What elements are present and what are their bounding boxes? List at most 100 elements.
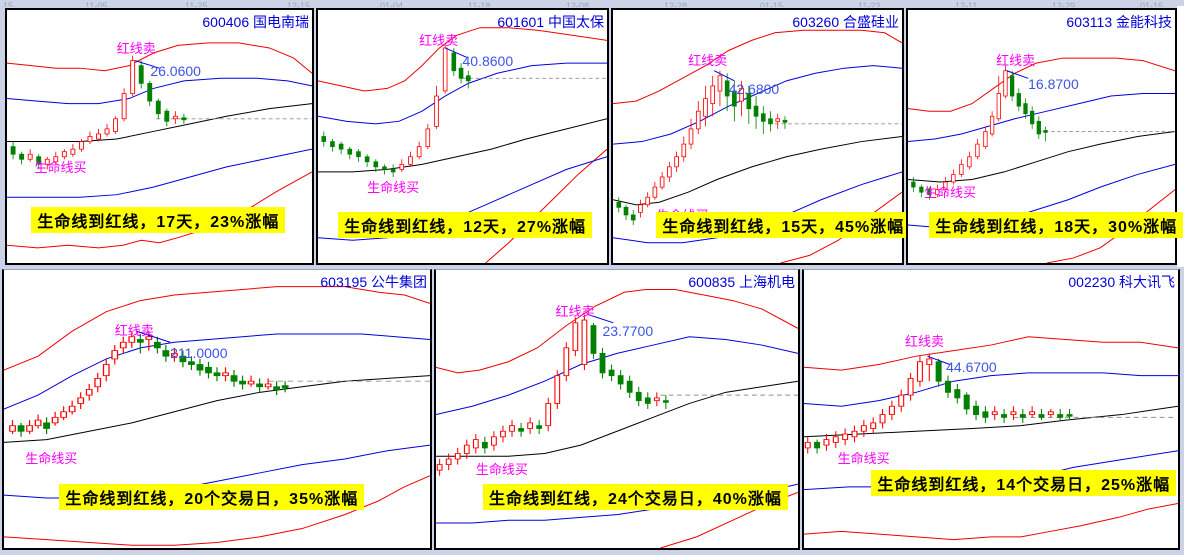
candle-body	[590, 325, 597, 354]
candle-body	[147, 82, 153, 102]
upper-red-band-line	[4, 287, 430, 370]
date-tick-fragment: 12-28	[664, 1, 688, 7]
candle-body	[667, 166, 672, 178]
candle-body	[264, 383, 272, 388]
candle-body	[364, 156, 370, 163]
upper-red-band-line	[908, 58, 1175, 111]
candle-body	[983, 131, 988, 147]
candle-body	[616, 201, 622, 208]
upper-red-band-line	[804, 337, 1178, 370]
mid-black-band-line	[318, 119, 607, 172]
lower-red-band-line	[781, 192, 902, 263]
summary-banner: 生命线到红线，14个交易日，25%涨幅	[871, 470, 1177, 497]
lower-blue-band-line	[7, 149, 312, 197]
candle-body	[51, 416, 59, 424]
price-label: 40.8600	[462, 53, 514, 69]
candle-body	[823, 439, 830, 446]
summary-banner: 生命线到红线，24个交易日，40%涨幅	[483, 484, 788, 511]
candle-body	[959, 163, 964, 175]
right-gutter	[1177, 6, 1184, 267]
candle-body	[888, 405, 895, 415]
candle-body	[454, 453, 461, 460]
stock-panel-002230: 002230 科大讯飞 红线卖 44.6700 生命线买 生命线到红线，14个交易日，2…	[802, 269, 1180, 550]
candle-body	[442, 47, 448, 92]
candle-body	[205, 366, 212, 374]
summary-banner: 生命线到红线，12天，27%涨幅	[338, 212, 593, 239]
candle-body	[973, 405, 980, 415]
sell-marker-line	[135, 61, 159, 69]
candle-body	[989, 115, 995, 135]
candle-body	[635, 391, 642, 402]
candle-body	[1036, 120, 1041, 135]
date-tick-fragment: 11-05	[85, 1, 108, 7]
stock-panel-600835: 600835 上海机电 红线卖 23.7700 生命线买 生命线到红线，24个交易日，4…	[434, 269, 800, 550]
candle-body	[416, 146, 422, 158]
candle-body	[34, 419, 42, 427]
candle-body	[61, 151, 67, 158]
summary-banner: 生命线到红线，20个交易日，35%涨幅	[59, 484, 365, 511]
mid-black-band-line	[804, 406, 1178, 437]
candle-body	[53, 156, 59, 163]
candle-body	[247, 380, 255, 385]
candle-body	[164, 110, 170, 122]
upper-blue-band-line	[613, 66, 902, 144]
lower-red-band-line	[1047, 190, 1175, 263]
candle-body	[68, 405, 76, 413]
candle-body	[688, 128, 694, 145]
candle-body	[898, 394, 905, 407]
candle-body	[842, 433, 849, 440]
stock-title: 601601 中国太保	[497, 14, 604, 30]
candle-body	[645, 196, 650, 206]
candle-body	[1019, 414, 1026, 418]
candle-body	[653, 397, 660, 402]
candle-body	[273, 386, 281, 390]
upper-red-band-line	[436, 289, 798, 372]
stock-title: 603260 合盛硅业	[792, 14, 899, 30]
date-tick-fragment: 12-08	[566, 1, 590, 7]
candle-body	[935, 361, 942, 382]
candle-body	[17, 425, 25, 432]
candle-body	[113, 118, 119, 132]
upper-blue-band-line	[7, 78, 312, 103]
candle-body	[563, 347, 570, 377]
candle-body	[1066, 414, 1073, 417]
candle-body	[451, 52, 457, 72]
candle-body	[281, 385, 289, 389]
candle-body	[445, 458, 452, 466]
candle-body	[951, 174, 956, 183]
candle-body	[500, 430, 506, 438]
upper-blue-band-line	[318, 63, 607, 124]
date-tick-fragment: 11-18	[468, 1, 491, 7]
candle-body	[472, 439, 479, 449]
candle-body	[545, 403, 552, 427]
candle-body	[652, 186, 658, 198]
candle-body	[1057, 414, 1064, 418]
candle-body	[138, 65, 144, 84]
sell-marker-line	[1007, 71, 1028, 79]
stock-title: 600406 国电南瑞	[202, 14, 309, 30]
candle-body	[944, 380, 951, 393]
upper-blue-band-line	[908, 93, 1175, 141]
candle-body	[644, 397, 651, 404]
price-label: 42.6800	[728, 80, 780, 97]
candle-body	[239, 380, 246, 385]
candle-body	[599, 352, 606, 374]
candle-body	[768, 118, 773, 125]
candle-body	[491, 436, 497, 446]
candle-body	[87, 136, 93, 142]
candle-body	[104, 128, 110, 135]
candlestick-chart	[804, 270, 1178, 548]
candle-body	[434, 95, 439, 127]
upper-blue-band-line	[436, 337, 798, 415]
candle-body	[77, 397, 85, 404]
candle-body	[1043, 130, 1048, 133]
candle-body	[390, 169, 396, 173]
sell-marker-line	[927, 356, 949, 364]
candle-body	[44, 158, 50, 165]
candle-body	[121, 93, 127, 120]
candle-body	[356, 151, 361, 158]
candle-body	[879, 414, 886, 424]
candle-body	[481, 441, 488, 449]
stock-panel-603113: 603113 金能科技 红线卖 16.8700 生命线买 生命线到红线，18天，30%涨…	[906, 8, 1184, 265]
candle-body	[321, 136, 327, 142]
